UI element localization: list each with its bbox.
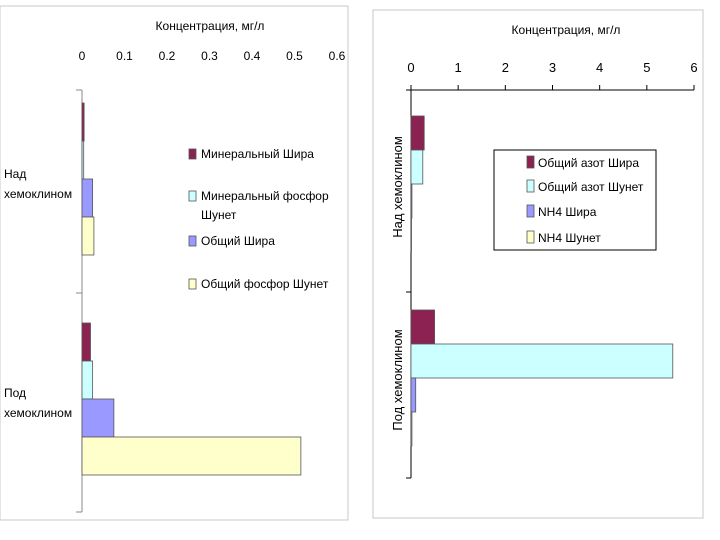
category-label: Под хемоклином bbox=[390, 329, 405, 430]
legend-swatch bbox=[188, 235, 197, 247]
x-tick-label: 0.4 bbox=[244, 49, 261, 63]
chart-phosphorus: Концентрация, мг/л 0 0.1 0.2 0.3 0.4 0.5 0.6 На… bbox=[0, 5, 349, 521]
legend-swatch bbox=[188, 148, 197, 160]
category-label: хемоклином bbox=[4, 187, 72, 201]
legend-label: Общий азот Шира bbox=[538, 156, 639, 170]
legend-label: Минеральный Шира bbox=[201, 147, 314, 161]
chart-nitrogen: Концентрация, мг/л 0 1 2 3 4 5 6 Над хемоклином… bbox=[372, 9, 704, 519]
x-tick-label: 0 bbox=[407, 60, 414, 75]
bar bbox=[81, 360, 94, 400]
x-tick-label: 0.5 bbox=[286, 49, 303, 63]
legend-swatch bbox=[526, 204, 535, 218]
bar bbox=[81, 102, 85, 142]
bar bbox=[410, 411, 413, 447]
legend-swatch bbox=[526, 230, 535, 244]
legend-box bbox=[493, 149, 657, 251]
x-tick-label: 2 bbox=[502, 60, 509, 75]
chart-title: Концентрация, мг/л bbox=[156, 19, 265, 33]
bar bbox=[410, 309, 435, 345]
legend-swatch bbox=[526, 179, 535, 193]
legend-label: Общий Шира bbox=[201, 234, 275, 248]
bar bbox=[410, 183, 413, 219]
legend-swatch bbox=[188, 278, 197, 290]
legend-label: Шунет bbox=[201, 208, 237, 222]
bar bbox=[81, 322, 91, 362]
chart-frame bbox=[372, 9, 704, 519]
x-tick-label: 0.1 bbox=[116, 49, 133, 63]
x-tick-label: 0.2 bbox=[159, 49, 176, 63]
chart-frame bbox=[0, 5, 349, 521]
bar bbox=[81, 216, 95, 256]
x-tick-label: 0.6 bbox=[329, 49, 346, 63]
category-label: Под bbox=[4, 386, 26, 400]
category-label: хемоклином bbox=[4, 406, 72, 420]
x-tick-label: 6 bbox=[690, 60, 697, 75]
x-tick-label: 3 bbox=[549, 60, 556, 75]
legend-swatch bbox=[188, 190, 197, 202]
legend-label: NH4 Шира bbox=[538, 205, 597, 219]
bar bbox=[410, 149, 424, 185]
bar bbox=[81, 436, 302, 476]
x-tick-label: 0.3 bbox=[201, 49, 218, 63]
bar bbox=[410, 377, 417, 413]
bar bbox=[81, 140, 85, 180]
x-tick-label: 0 bbox=[79, 49, 86, 63]
category-label: Над хемоклином bbox=[390, 136, 405, 238]
category-label: Над bbox=[4, 167, 26, 181]
x-tick-label: 1 bbox=[455, 60, 462, 75]
legend-label: Общий фосфор Шунет bbox=[201, 277, 329, 291]
legend-label: Общий азот Шунет bbox=[538, 180, 644, 194]
bar bbox=[410, 115, 425, 151]
chart-title: Концентрация, мг/л bbox=[512, 23, 621, 37]
x-tick-label: 4 bbox=[596, 60, 603, 75]
bar bbox=[81, 398, 115, 438]
legend-swatch bbox=[526, 155, 535, 169]
x-tick-label: 5 bbox=[643, 60, 650, 75]
legend-label: Минеральный фосфор bbox=[201, 189, 329, 203]
bar bbox=[410, 217, 412, 253]
bar bbox=[410, 343, 674, 379]
bar bbox=[81, 178, 94, 218]
legend-label: NH4 Шунет bbox=[538, 231, 601, 245]
